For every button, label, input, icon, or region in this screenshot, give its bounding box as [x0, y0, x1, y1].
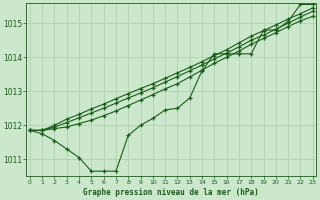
X-axis label: Graphe pression niveau de la mer (hPa): Graphe pression niveau de la mer (hPa) [84, 188, 259, 197]
